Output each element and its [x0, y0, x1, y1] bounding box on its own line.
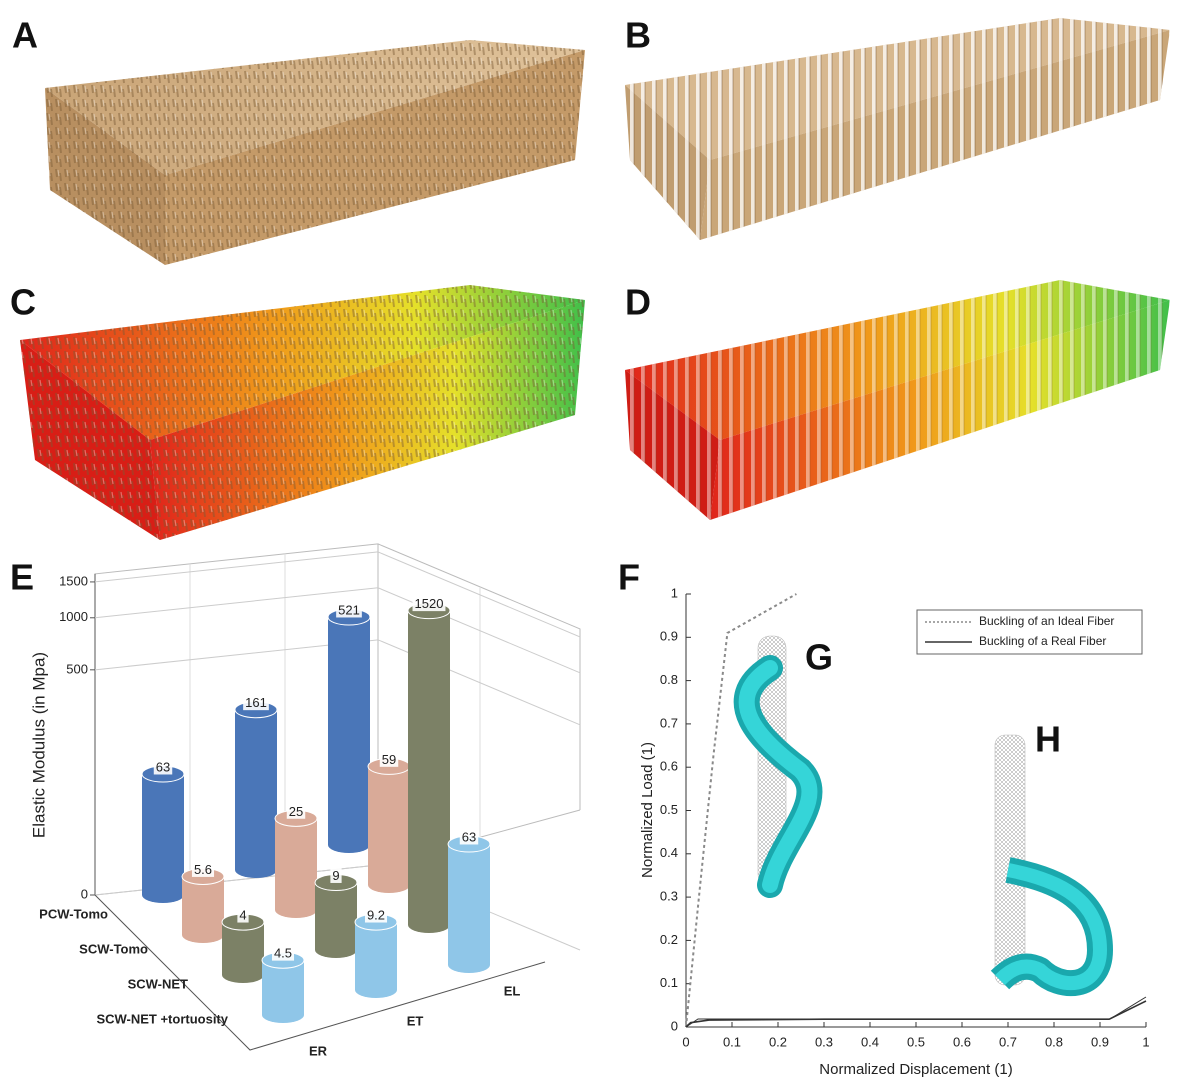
inset-label: G — [805, 637, 833, 678]
panel-label: B — [625, 15, 651, 56]
column-label: EL — [504, 983, 521, 998]
panel-label: C — [10, 282, 36, 323]
bar-shade — [182, 876, 224, 935]
value-label: 9 — [332, 868, 339, 883]
bar-shade — [315, 883, 357, 950]
x-tick-label: 0 — [682, 1034, 689, 1049]
bar — [275, 810, 317, 918]
panel-b-image — [625, 18, 1170, 240]
panel-a-image — [45, 40, 585, 265]
value-label: 161 — [245, 695, 267, 710]
x-tick-label: 0.7 — [999, 1034, 1017, 1049]
bar — [355, 914, 397, 998]
y-tick-label: 0.2 — [660, 932, 678, 947]
y-tick-label: 0.7 — [660, 715, 678, 730]
panel-label: E — [10, 557, 34, 598]
bar-shade — [448, 844, 490, 965]
panel-d-image — [625, 280, 1170, 520]
y-tick-label: 0 — [81, 886, 88, 901]
bar — [315, 875, 357, 958]
value-label: 1520 — [415, 596, 444, 611]
inset-label: H — [1035, 719, 1061, 760]
value-label: 63 — [156, 759, 170, 774]
y-tick-label: 1500 — [59, 573, 88, 588]
bar — [235, 702, 277, 878]
y-tick-label: 0.3 — [660, 889, 678, 904]
bar-shade — [142, 774, 184, 895]
panel-c-image — [20, 285, 585, 540]
panel-label: A — [12, 15, 38, 56]
value-label: 25 — [289, 804, 303, 819]
bar-shade — [355, 922, 397, 990]
bar — [142, 766, 184, 903]
page: 0 500 1000 1500 Elastic Modulus (in Mpa) PCW-… — [0, 0, 1183, 1084]
bar — [328, 609, 370, 853]
x-tick-label: 0.8 — [1045, 1034, 1063, 1049]
y-tick-label: 0.5 — [660, 802, 678, 817]
legend-label: Buckling of an Ideal Fiber — [979, 614, 1114, 628]
panel-label: D — [625, 282, 651, 323]
y-tick-label: 0.6 — [660, 759, 678, 774]
fiber-g — [747, 636, 810, 886]
y-tick-label: 0.1 — [660, 975, 678, 990]
value-label: 63 — [462, 829, 476, 844]
row-label: SCW-NET — [128, 976, 188, 991]
x-tick-label: 0.3 — [815, 1034, 833, 1049]
y-tick-label: 1000 — [59, 609, 88, 624]
y-tick-label: 1 — [671, 585, 678, 600]
bar-shade — [328, 617, 370, 845]
y-tick-label: 0.4 — [660, 845, 678, 860]
column-label: ET — [407, 1013, 424, 1028]
row-label: SCW-NET +tortuosity — [96, 1011, 228, 1026]
bar — [448, 836, 490, 973]
panel-label: F — [618, 557, 640, 598]
bar — [262, 952, 304, 1023]
value-label: 4 — [239, 908, 246, 923]
bar-shade — [408, 611, 450, 925]
x-axis-title: Normalized Displacement (1) — [819, 1061, 1012, 1078]
value-label: 521 — [338, 602, 360, 617]
x-tick-label: 1 — [1142, 1034, 1149, 1049]
bar — [368, 758, 410, 893]
x-tick-label: 0.6 — [953, 1034, 971, 1049]
row-label: SCW-Tomo — [79, 941, 148, 956]
legend-label: Buckling of a Real Fiber — [979, 634, 1106, 648]
value-label: 5.6 — [194, 862, 212, 877]
bar — [182, 868, 224, 943]
bar-shade — [368, 766, 410, 885]
bar-shade — [235, 710, 277, 870]
value-label: 9.2 — [367, 908, 385, 923]
bar — [222, 914, 264, 983]
y-tick-label: 0 — [671, 1018, 678, 1033]
bar — [408, 603, 450, 933]
x-tick-label: 0.9 — [1091, 1034, 1109, 1049]
y-axis-title: Elastic Modulus (in Mpa) — [29, 652, 48, 838]
figure: 0 500 1000 1500 Elastic Modulus (in Mpa) PCW-… — [0, 0, 1183, 1084]
column-label: ER — [309, 1043, 328, 1058]
x-tick-label: 0.2 — [769, 1034, 787, 1049]
value-label: 59 — [382, 752, 396, 767]
bar-shade — [275, 818, 317, 910]
y-tick-label: 0.8 — [660, 672, 678, 687]
value-label: 4.5 — [274, 946, 292, 961]
x-tick-label: 0.5 — [907, 1034, 925, 1049]
x-tick-label: 0.1 — [723, 1034, 741, 1049]
y-tick-label: 500 — [66, 661, 88, 676]
fiber-h — [995, 735, 1100, 985]
y-tick-label: 0.9 — [660, 629, 678, 644]
x-tick-label: 0.4 — [861, 1034, 879, 1049]
row-label: PCW-Tomo — [39, 906, 108, 921]
y-axis-title: Normalized Load (1) — [639, 742, 656, 878]
